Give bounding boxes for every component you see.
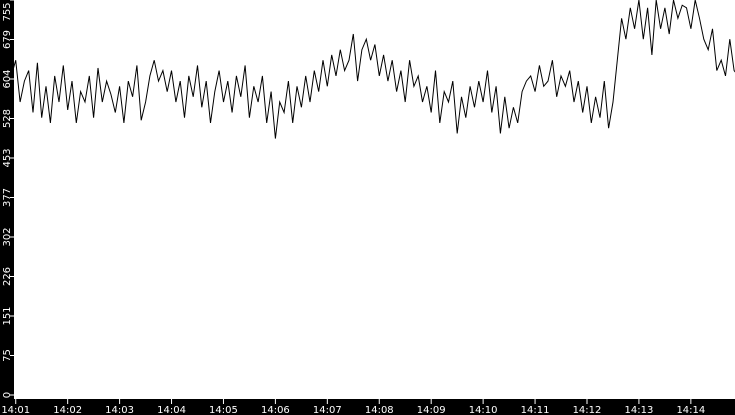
y-axis-band (0, 0, 14, 415)
x-tick-label: 14:11 (521, 405, 550, 415)
y-tick-label: 0 (2, 392, 13, 398)
x-tick-label: 14:05 (209, 405, 238, 415)
x-tick-label: 14:02 (53, 405, 82, 415)
y-tick-label: 377 (2, 188, 13, 207)
y-tick-label: 302 (2, 227, 13, 246)
y-tick-label: 151 (2, 306, 13, 325)
y-tick-label: 755 (2, 2, 13, 21)
plot-background (14, 0, 735, 399)
x-tick-label: 14:03 (105, 405, 134, 415)
y-tick-label: 75 (2, 349, 13, 362)
x-tick-label: 14:14 (676, 405, 705, 415)
y-tick-label: 604 (2, 69, 13, 88)
x-tick-label: 14:01 (1, 405, 30, 415)
y-axis: 0 75 151 226 302 377 453 528 604 679 755 (2, 0, 14, 398)
y-tick-label: 528 (2, 109, 13, 128)
series-line (14, 0, 735, 139)
x-tick-label: 14:08 (365, 405, 394, 415)
y-tick-label: 679 (2, 30, 13, 49)
x-tick-label: 14:07 (313, 405, 342, 415)
x-tick-label: 14:13 (625, 405, 654, 415)
x-tick-label: 14:12 (573, 405, 602, 415)
y-tick-label: 226 (2, 267, 13, 286)
x-tick-label: 14:09 (417, 405, 446, 415)
x-tick-label: 14:06 (261, 405, 290, 415)
x-tick-label: 14:10 (469, 405, 498, 415)
x-axis: 14:01 14:02 14:03 14:04 14:05 14:06 14:07 14:08… (1, 399, 705, 415)
y-tick-label: 453 (2, 148, 13, 167)
x-tick-label: 14:04 (157, 405, 186, 415)
x-axis-band (0, 399, 735, 415)
